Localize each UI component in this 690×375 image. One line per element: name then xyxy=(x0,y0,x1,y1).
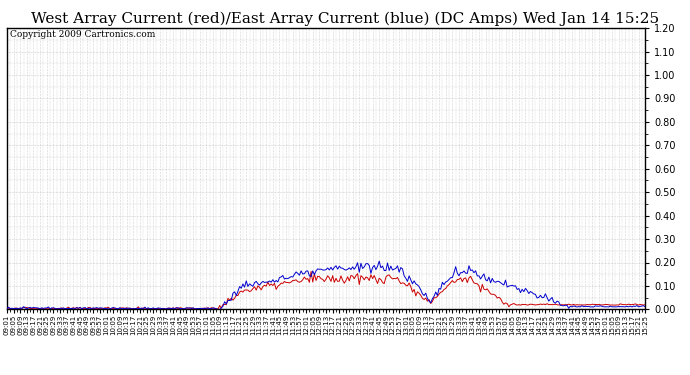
Text: West Array Current (red)/East Array Current (blue) (DC Amps) Wed Jan 14 15:25: West Array Current (red)/East Array Curr… xyxy=(31,11,659,26)
Text: Copyright 2009 Cartronics.com: Copyright 2009 Cartronics.com xyxy=(10,30,155,39)
